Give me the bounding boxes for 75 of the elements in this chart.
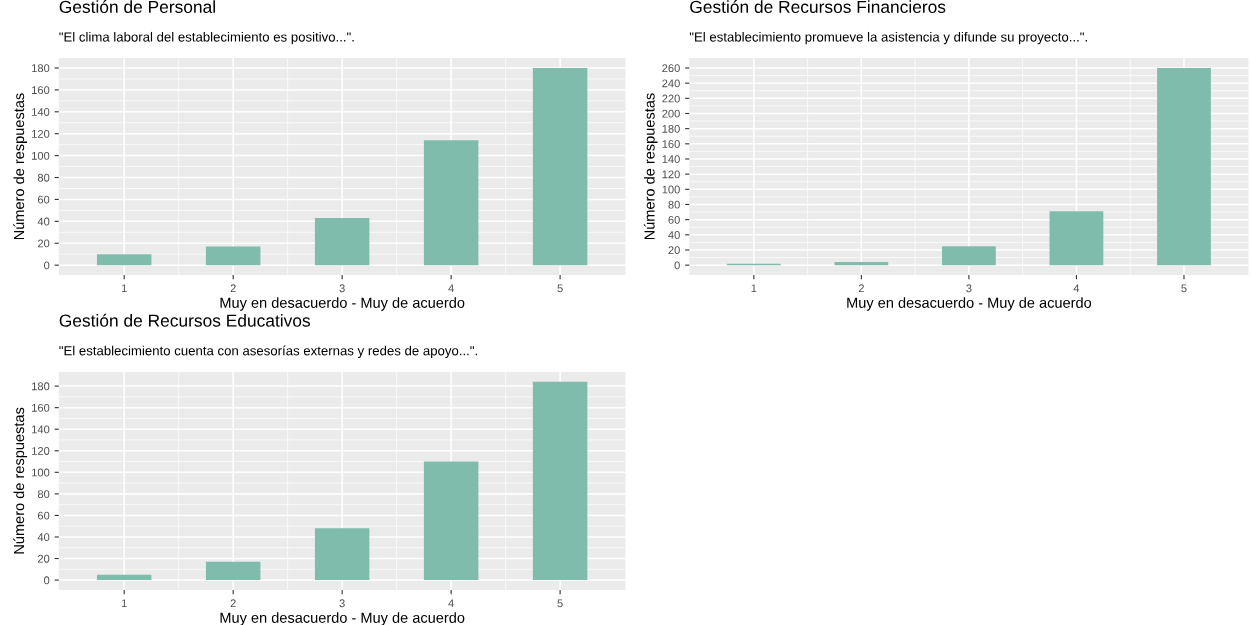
bar [834,262,889,266]
y-tick-label: 60 [37,195,50,204]
y-tick-label: 60 [37,511,50,520]
y-tick-label: 220 [662,94,680,103]
x-tick-label: 5 [1181,284,1187,293]
y-tick-label: 100 [662,185,680,194]
y-tick-label: 120 [32,447,50,455]
y-tick-label: 40 [668,231,680,239]
bar [314,528,370,581]
chart-subtitle: "El establecimiento cuenta con asesorías externas y redes de apoyo...". [59,345,477,358]
y-tick-label: 80 [668,200,680,209]
bar [205,561,261,581]
y-tick-label: 140 [32,425,50,434]
y-tick-label: 120 [32,129,50,138]
y-tick-label: 60 [668,215,680,224]
x-axis-title: Muy en desacuerdo - Muy de acuerdo [220,297,465,311]
x-tick-label: 2 [230,284,236,293]
y-tick-label: 40 [37,533,50,542]
x-axis-title: Muy en desacuerdo - Muy de acuerdo [220,612,465,625]
y-tick-label: 80 [37,173,50,182]
x-tick-label: 2 [858,284,864,293]
chart-title: Gestión de Recursos Financieros [690,0,946,14]
x-tick-label: 3 [966,284,972,293]
y-tick-label: 140 [662,155,680,164]
chart-title: Gestión de Recursos Educativos [59,313,311,327]
y-tick-label: 0 [44,261,50,270]
x-tick-label: 3 [339,284,345,293]
y-tick-label: 240 [662,79,680,88]
y-tick-label: 0 [674,261,680,270]
x-tick-label: 3 [339,599,345,608]
bar [1049,211,1104,266]
bar [532,381,588,581]
y-tick-label: 100 [32,468,50,477]
bar [423,461,479,581]
bar [96,574,152,581]
chart-title: Gestión de Personal [59,0,215,14]
y-tick-label: 80 [37,490,50,499]
y-tick-label: 20 [668,246,680,255]
y-tick-label: 180 [662,124,680,133]
y-tick-label: 40 [37,217,50,226]
bar [942,246,996,266]
y-tick-label: 100 [32,151,50,160]
bar [532,67,588,266]
x-tick-label: 5 [557,599,563,608]
bar [205,246,261,266]
y-tick-label: 160 [32,86,50,95]
y-tick-label: 200 [662,109,680,118]
x-axis-title: Muy en desacuerdo - Muy de acuerdo [847,297,1092,311]
y-axis-title: Número de respuestas [13,93,28,240]
y-tick-label: 20 [37,554,50,563]
bar [1157,67,1211,266]
x-tick-label: 4 [1073,284,1080,293]
x-tick-label: 4 [448,599,454,608]
x-tick-label: 1 [751,284,757,293]
chart-subtitle: "El clima laboral del establecimiento es positivo...". [59,31,354,45]
y-tick-label: 120 [662,170,680,179]
y-tick-label: 20 [37,239,50,248]
x-tick-label: 2 [230,599,236,608]
y-axis-title: Número de respuestas [13,407,28,554]
bar [423,140,479,266]
x-tick-label: 1 [121,599,127,608]
y-tick-label: 160 [662,140,680,148]
bar [314,218,370,266]
x-tick-label: 5 [557,284,563,293]
y-tick-label: 180 [32,64,50,73]
y-tick-label: 160 [32,403,50,412]
y-tick-label: 0 [44,576,50,585]
bar [96,254,152,266]
y-axis-title: Número de respuestas [643,93,658,240]
chart-subtitle: "El establecimiento promueve la asistencia y difunde su proyecto...". [689,31,1087,45]
y-tick-label: 260 [662,64,680,73]
y-tick-label: 180 [32,382,50,391]
x-tick-label: 4 [448,284,454,293]
x-tick-label: 1 [121,284,127,293]
y-tick-label: 140 [32,108,50,116]
